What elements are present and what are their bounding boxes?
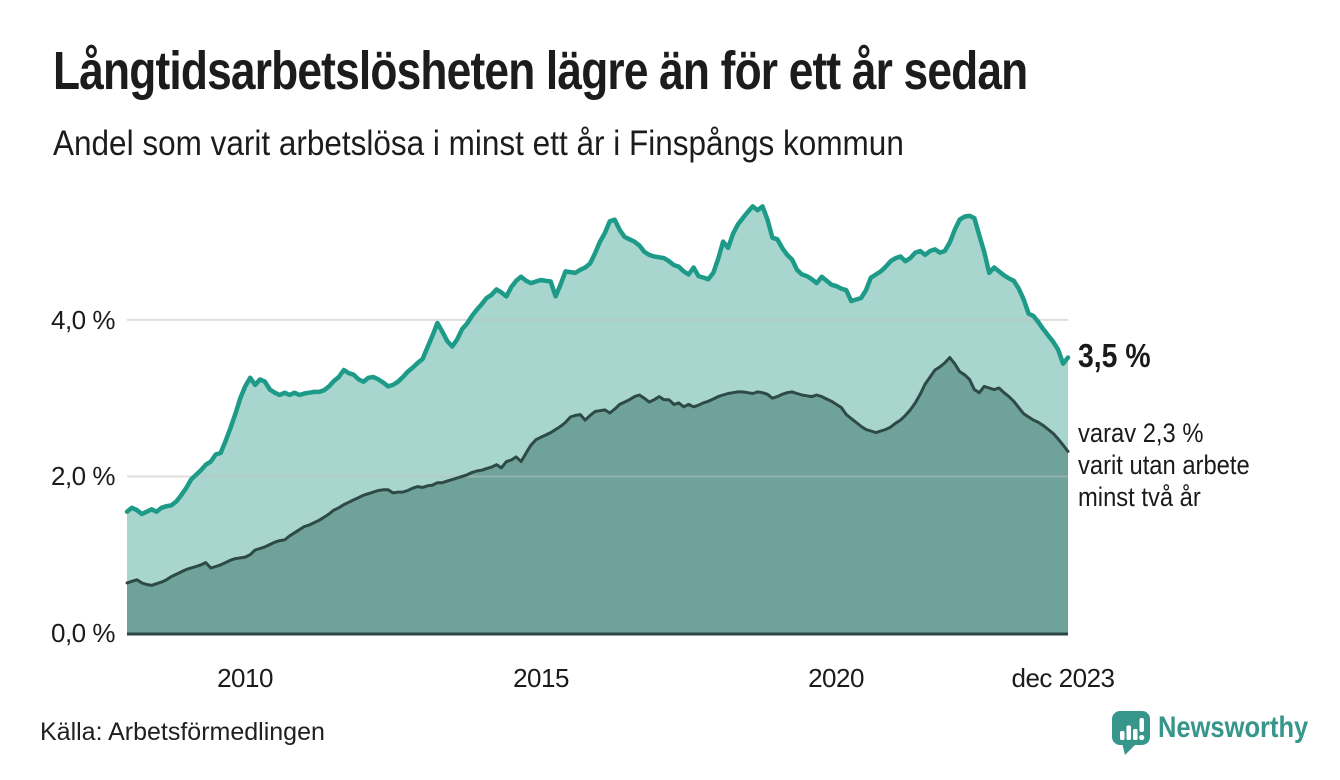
y-tick-label-2pct: 2,0 % (51, 461, 116, 491)
x-tick-label-2010: 2010 (217, 663, 273, 693)
exclamation-mark-stem (1139, 718, 1144, 732)
bar-chart-bar-3 (1133, 729, 1138, 740)
secondary-annotation-line-3: minst två år (1078, 482, 1201, 512)
newsworthy-wordmark: Newsworthy (1158, 711, 1309, 744)
secondary-annotation-line-1: varav 2,3 % (1078, 418, 1204, 448)
area-two-years (127, 357, 1068, 633)
y-tick-label-4pct: 4,0 % (51, 305, 116, 335)
y-tick-label-0pct: 0,0 % (51, 618, 116, 648)
line-total (124, 204, 1071, 517)
latest-value-annotation: 3,5 % (1078, 337, 1151, 374)
exclamation-mark-dot (1139, 734, 1145, 741)
source-note: Källa: Arbetsförmedlingen (40, 718, 325, 746)
line-two-years (125, 356, 1070, 587)
x-tick-label-dec-2023: dec 2023 (1011, 663, 1115, 693)
page-title: Långtidsarbetslösheten lägre än för ett … (53, 41, 1028, 101)
speech-bubble-tail (1122, 743, 1137, 755)
newsworthy-icon (1112, 711, 1150, 755)
secondary-value-annotation: varav 2,3 % varit utan arbete minst två … (1078, 417, 1250, 513)
secondary-annotation-line-2: varit utan arbete (1078, 450, 1250, 480)
x-tick-label-2015: 2015 (513, 663, 569, 693)
page-subtitle: Andel som varit arbetslösa i minst ett å… (53, 124, 904, 163)
x-tick-label-2020: 2020 (808, 663, 864, 693)
bar-chart-bar-2 (1126, 725, 1131, 740)
bar-chart-bar-1 (1120, 731, 1125, 740)
